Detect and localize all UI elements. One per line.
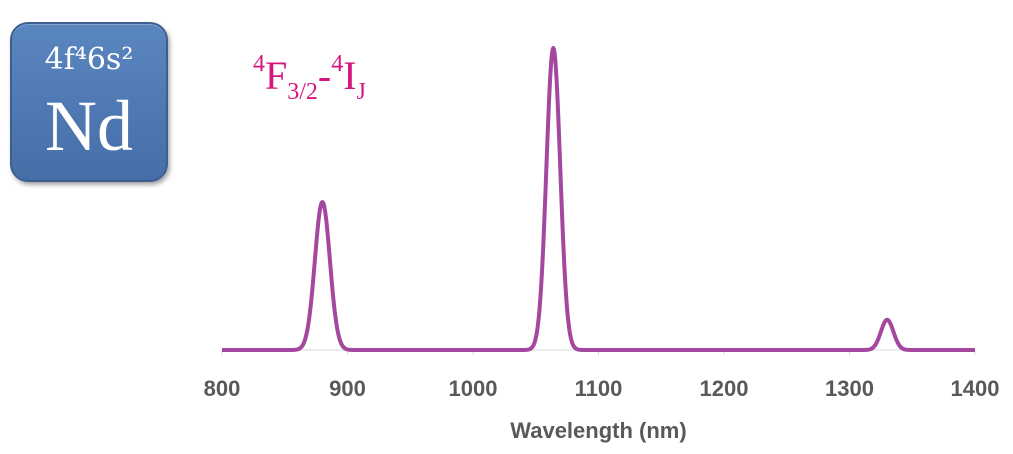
electron-configuration: 4f⁴6s² bbox=[44, 42, 134, 77]
x-tick-label: 1100 bbox=[575, 376, 623, 401]
upper-multiplicity: 4 bbox=[253, 51, 265, 77]
x-axis-title: Wavelength (nm) bbox=[510, 418, 686, 443]
spectrum-line bbox=[220, 46, 977, 352]
spectrum-series bbox=[220, 46, 977, 352]
lower-term: I bbox=[343, 53, 357, 98]
peak-point-2 bbox=[552, 47, 555, 49]
x-tick-label: 800 bbox=[204, 376, 241, 401]
peak-point-1 bbox=[321, 201, 324, 204]
x-tick-label: 1400 bbox=[951, 376, 1000, 401]
element-symbol: Nd bbox=[45, 86, 133, 166]
x-axis: 800 900 1000 1100 1200 1300 1400 bbox=[204, 349, 1000, 401]
element-tile: 4f⁴6s² Nd bbox=[10, 22, 168, 182]
upper-j: 3/2 bbox=[287, 79, 318, 105]
x-tick-label: 1200 bbox=[700, 376, 749, 401]
lower-multiplicity: 4 bbox=[331, 51, 344, 77]
upper-term: F bbox=[265, 53, 288, 98]
peak-point-3 bbox=[886, 318, 889, 321]
x-tick-label: 900 bbox=[329, 376, 366, 401]
transition-label: 4F3/2-4IJ bbox=[253, 52, 366, 104]
x-tick-label: 1300 bbox=[825, 376, 874, 401]
lower-j: J bbox=[356, 79, 366, 105]
transition-separator: - bbox=[317, 53, 332, 98]
x-tick-label: 1000 bbox=[449, 376, 498, 401]
